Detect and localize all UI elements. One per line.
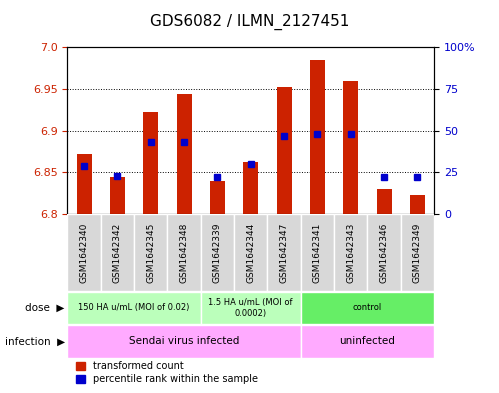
FancyBboxPatch shape <box>67 214 101 291</box>
FancyBboxPatch shape <box>367 214 401 291</box>
FancyBboxPatch shape <box>401 214 434 291</box>
Text: GSM1642343: GSM1642343 <box>346 222 355 283</box>
Bar <box>143 112 158 214</box>
Bar <box>177 94 192 214</box>
Text: GSM1642346: GSM1642346 <box>380 222 389 283</box>
Bar <box>243 162 258 214</box>
Text: uninfected: uninfected <box>339 336 395 346</box>
Bar <box>276 87 291 214</box>
FancyBboxPatch shape <box>334 214 367 291</box>
Text: 1.5 HA u/mL (MOI of
0.0002): 1.5 HA u/mL (MOI of 0.0002) <box>209 298 293 318</box>
FancyBboxPatch shape <box>301 292 434 324</box>
Bar <box>343 81 358 214</box>
Text: GSM1642347: GSM1642347 <box>279 222 288 283</box>
FancyBboxPatch shape <box>267 214 301 291</box>
FancyBboxPatch shape <box>67 292 201 324</box>
Text: dose  ▶: dose ▶ <box>25 303 65 313</box>
FancyBboxPatch shape <box>234 214 267 291</box>
Text: Sendai virus infected: Sendai virus infected <box>129 336 239 346</box>
FancyBboxPatch shape <box>201 214 234 291</box>
Bar <box>410 195 425 214</box>
Text: GSM1642340: GSM1642340 <box>79 222 88 283</box>
FancyBboxPatch shape <box>134 214 167 291</box>
Text: GSM1642339: GSM1642339 <box>213 222 222 283</box>
Text: GSM1642341: GSM1642341 <box>313 222 322 283</box>
FancyBboxPatch shape <box>301 214 334 291</box>
Text: GSM1642345: GSM1642345 <box>146 222 155 283</box>
Text: GSM1642349: GSM1642349 <box>413 222 422 283</box>
Text: 150 HA u/mL (MOI of 0.02): 150 HA u/mL (MOI of 0.02) <box>78 303 190 312</box>
Text: GSM1642342: GSM1642342 <box>113 222 122 283</box>
Text: infection  ▶: infection ▶ <box>5 336 65 346</box>
FancyBboxPatch shape <box>67 325 301 358</box>
FancyBboxPatch shape <box>167 214 201 291</box>
FancyBboxPatch shape <box>301 325 434 358</box>
Text: control: control <box>353 303 382 312</box>
Bar <box>76 154 91 214</box>
Bar <box>310 60 325 214</box>
FancyBboxPatch shape <box>201 292 301 324</box>
Bar <box>210 181 225 214</box>
Legend: transformed count, percentile rank within the sample: transformed count, percentile rank withi… <box>72 358 261 388</box>
Text: GSM1642348: GSM1642348 <box>180 222 189 283</box>
Bar <box>110 176 125 214</box>
Text: GDS6082 / ILMN_2127451: GDS6082 / ILMN_2127451 <box>150 14 349 30</box>
Text: GSM1642344: GSM1642344 <box>246 222 255 283</box>
FancyBboxPatch shape <box>101 214 134 291</box>
Bar <box>377 189 392 214</box>
